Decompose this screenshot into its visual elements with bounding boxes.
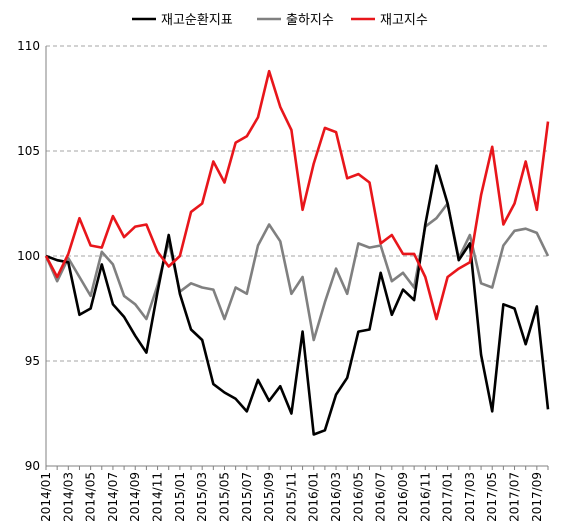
x-tick-label: 2014/05 xyxy=(84,472,98,522)
x-tick-label: 2017/03 xyxy=(463,472,477,522)
x-tick-label: 2017/09 xyxy=(530,472,544,522)
axes xyxy=(45,46,549,470)
x-tick-label: 2014/01 xyxy=(39,472,53,522)
x-tick-label: 2015/11 xyxy=(284,472,298,522)
series-line-1 xyxy=(44,202,550,342)
x-tick-label: 2014/07 xyxy=(106,472,120,522)
y-tick-label: 95 xyxy=(25,354,40,368)
x-tick-label: 2016/11 xyxy=(418,472,432,522)
y-tick-labels: 90 95 100 105 110 xyxy=(17,39,40,473)
x-tick-label: 2017/07 xyxy=(508,472,522,522)
y-tick-label: 110 xyxy=(17,39,40,53)
legend: 재고순환지표 출하지수 재고지수 xyxy=(132,13,428,28)
x-tick-label: 2016/09 xyxy=(396,472,410,522)
x-tick-label: 2015/09 xyxy=(262,472,276,522)
series-line-0 xyxy=(45,164,550,436)
x-tick-labels: 2014/01 2014/03 2014/05 2014/07 2014/09 2014/… xyxy=(39,472,544,522)
legend-label-0: 재고순환지표 xyxy=(161,13,233,28)
x-tick-label: 2014/09 xyxy=(128,472,142,522)
x-tick-label: 2015/07 xyxy=(240,472,254,522)
y-tick-label: 100 xyxy=(17,249,40,263)
x-tick-label: 2016/01 xyxy=(307,472,321,522)
x-tick-label: 2017/05 xyxy=(485,472,499,522)
y-tick-label: 105 xyxy=(17,144,40,158)
series-lines xyxy=(44,69,550,436)
x-tick-label: 2015/01 xyxy=(173,472,187,522)
legend-label-2: 재고지수 xyxy=(380,13,428,28)
x-tick-label: 2014/03 xyxy=(61,472,75,522)
x-tick-label: 2016/05 xyxy=(351,472,365,522)
series-line-2 xyxy=(44,69,550,321)
x-tick-label: 2016/07 xyxy=(374,472,388,522)
x-tick-label: 2014/11 xyxy=(151,472,165,522)
x-tick-label: 2015/03 xyxy=(195,472,209,522)
x-tick-label: 2015/05 xyxy=(217,472,231,522)
legend-label-1: 출하지수 xyxy=(286,13,334,28)
x-tick-label: 2017/01 xyxy=(441,472,455,522)
x-tick-label: 2016/03 xyxy=(329,472,343,522)
y-tick-label: 90 xyxy=(25,459,40,473)
